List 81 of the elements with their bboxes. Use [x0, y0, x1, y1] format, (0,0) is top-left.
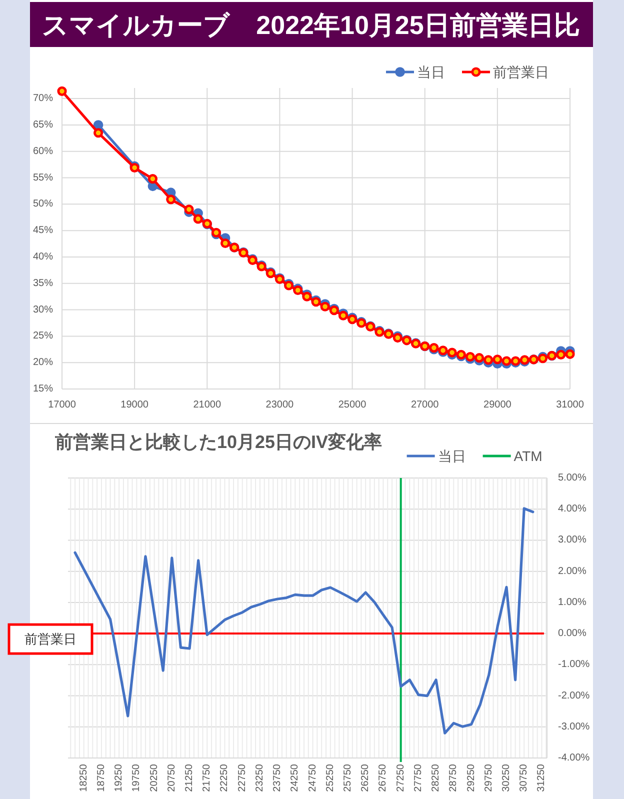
x-tick-label: 24750: [307, 764, 318, 792]
y-tick-label: 55%: [32, 172, 54, 184]
x-tick-label: 22250: [219, 764, 230, 792]
x-tick-label: 17000: [48, 400, 76, 410]
x-tick-label: 25750: [342, 764, 354, 792]
chart-title: 前営業日と比較した10月25日のIV変化率: [54, 432, 382, 452]
x-tick-label: 20750: [166, 764, 178, 792]
y-tick-label: 30%: [32, 304, 54, 316]
y-tick-label: 65%: [32, 119, 54, 130]
x-tick-label: 22750: [236, 764, 248, 792]
point: [193, 214, 203, 224]
x-tick-label: 28750: [448, 764, 460, 792]
ref-line-label: 前営業日: [24, 632, 76, 647]
y-tick-label: 5.00%: [558, 472, 586, 484]
point: [484, 355, 494, 365]
point: [502, 356, 512, 366]
x-tick-label: 26250: [360, 764, 372, 792]
x-tick-label: 29250: [466, 764, 477, 792]
x-tick-label: 21750: [202, 764, 213, 792]
point: [474, 353, 484, 363]
x-tick-label: 26750: [378, 764, 389, 792]
x-tick-label: 31250: [536, 764, 548, 792]
x-tick-label: 21000: [193, 400, 222, 410]
x-tick-label: 25250: [324, 764, 336, 792]
x-tick-label: 23750: [272, 764, 284, 792]
x-tick-label: 30250: [500, 764, 512, 792]
legend-label: 前営業日: [493, 64, 549, 80]
y-tick-label: 70%: [32, 93, 54, 104]
x-tick-label: 28250: [430, 764, 442, 792]
x-tick-label: 18750: [96, 764, 107, 792]
x-tick-label: 23000: [266, 400, 294, 410]
y-tick-label: 60%: [32, 146, 54, 157]
y-tick-label: 15%: [32, 384, 54, 394]
x-tick-label: 27250: [395, 764, 406, 792]
y-tick-label: 35%: [32, 278, 54, 289]
y-tick-label: 3.00%: [558, 534, 586, 546]
point: [556, 350, 566, 360]
x-tick-label: 29750: [483, 764, 494, 792]
point: [447, 348, 457, 358]
y-tick-label: 0.00%: [558, 628, 586, 640]
legend-label: 当日: [417, 64, 445, 80]
x-tick-label: 19250: [114, 764, 125, 792]
point: [93, 128, 104, 138]
x-tick-label: 18250: [78, 764, 90, 792]
point: [220, 238, 230, 248]
y-tick-label: -3.00%: [558, 721, 590, 732]
point: [166, 194, 176, 204]
legend-label: 当日: [438, 448, 466, 464]
point: [565, 349, 575, 359]
y-tick-label: 20%: [32, 357, 54, 368]
legend-label: ATM: [514, 448, 542, 464]
point: [57, 86, 67, 96]
x-tick-label: 23250: [254, 764, 266, 792]
y-tick-label: 45%: [32, 225, 54, 236]
x-tick-label: 20250: [148, 764, 160, 792]
x-tick-label: 19000: [120, 400, 149, 410]
x-tick-label: 21250: [184, 764, 196, 792]
chart-title: スマイルカーブ 2022年10月25日前営業日比: [42, 10, 580, 40]
x-tick-label: 30750: [518, 764, 530, 792]
point: [492, 354, 502, 364]
line-series: [74, 507, 534, 734]
point: [184, 204, 194, 214]
y-tick-label: 1.00%: [558, 596, 586, 608]
y-tick-label: 25%: [32, 330, 54, 342]
y-tick-label: 2.00%: [558, 566, 586, 577]
point: [320, 302, 330, 312]
point: [148, 174, 158, 184]
x-tick-label: 31000: [556, 400, 584, 410]
x-tick-label: 24250: [290, 764, 301, 792]
y-tick-label: -2.00%: [558, 690, 590, 702]
y-tick-label: 50%: [32, 198, 54, 210]
y-tick-label: 40%: [32, 251, 54, 262]
x-tick-label: 25000: [338, 400, 367, 410]
x-tick-label: 19750: [131, 764, 142, 792]
point: [465, 352, 476, 362]
y-tick-label: 4.00%: [558, 504, 586, 515]
y-tick-label: -1.00%: [558, 659, 590, 670]
x-tick-label: 27750: [412, 764, 424, 792]
x-tick-label: 29000: [484, 400, 512, 410]
x-tick-label: 27000: [410, 400, 440, 410]
y-tick-label: -4.00%: [558, 752, 590, 764]
